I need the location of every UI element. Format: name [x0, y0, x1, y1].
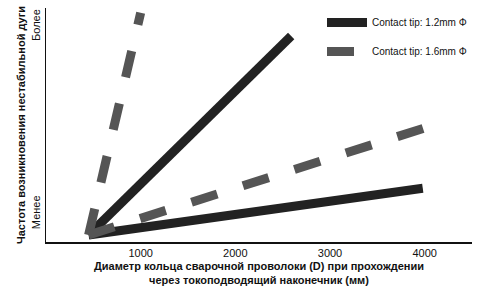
svg-text:Частота возникновения нестабил: Частота возникновения нестабильной дуги — [15, 6, 27, 244]
svg-text:1000: 1000 — [128, 247, 152, 259]
svg-text:4000: 4000 — [412, 247, 436, 259]
svg-text:Более: Более — [30, 9, 42, 41]
svg-text:3000: 3000 — [318, 247, 342, 259]
svg-text:2000: 2000 — [223, 247, 247, 259]
svg-text:Contact tip: 1.2mm Φ: Contact tip: 1.2mm Φ — [372, 17, 467, 28]
svg-text:Contact tip: 1.6mm Φ: Contact tip: 1.6mm Φ — [372, 46, 467, 57]
svg-text:Менее: Менее — [30, 195, 42, 229]
svg-text:Диаметр кольца сварочной прово: Диаметр кольца сварочной проволоки (D) п… — [94, 260, 424, 286]
